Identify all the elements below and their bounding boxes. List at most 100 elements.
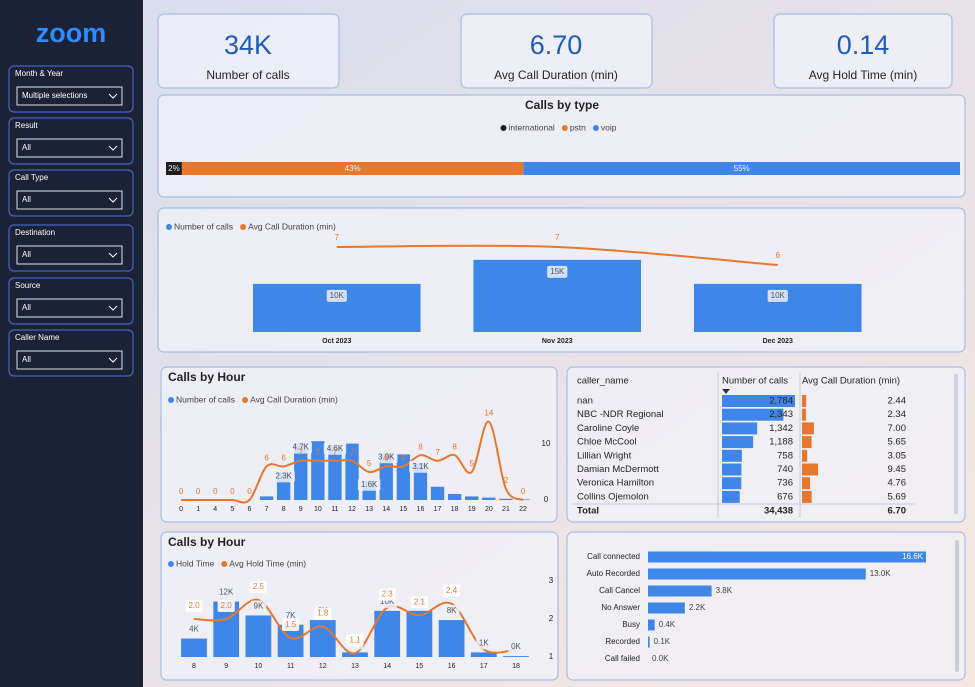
dropdown-value: All (22, 195, 31, 204)
chevron (108, 93, 118, 99)
bar (342, 652, 368, 657)
label-box (326, 289, 347, 302)
legend-label: Avg Hold Time (min) (229, 558, 306, 568)
data-bar (802, 436, 812, 449)
x-tick-label: 13 (351, 663, 359, 670)
data-label: 2.4 (446, 586, 458, 595)
sort-icon[interactable] (722, 389, 730, 394)
dropdown[interactable] (16, 138, 123, 158)
filter-card (8, 169, 134, 217)
data-label: 0 (521, 487, 526, 496)
x-tick-label: 20 (485, 506, 493, 513)
line (336, 244, 778, 266)
bar-segment (523, 162, 960, 175)
dropdown-value: Multiple selections (22, 91, 87, 100)
x-tick-label: Oct 2023 (322, 338, 351, 345)
data-bar (722, 490, 740, 503)
data-label: 4K (189, 625, 199, 634)
legend-label: Avg Call Duration (min) (248, 221, 336, 231)
data-label: 2% (168, 164, 180, 173)
data-label: 6 (401, 454, 406, 463)
scrollbar[interactable] (955, 540, 959, 672)
y2-tick-label: 2 (549, 614, 554, 623)
x-tick-label: 17 (480, 663, 488, 670)
data-label: 7 (316, 448, 321, 457)
x-tick-label: 19 (468, 506, 476, 513)
x-tick-label: 8 (282, 506, 286, 513)
bar (482, 497, 496, 500)
bar-segment (166, 162, 182, 175)
dropdown-value: All (22, 355, 31, 364)
bar-segment (181, 162, 524, 175)
legend-label: Number of calls (176, 394, 235, 404)
data-label: 10K (380, 597, 395, 606)
label-box (289, 441, 312, 454)
cell: Collins Ojemolon (577, 491, 649, 502)
x-tick-label: 14 (383, 663, 391, 670)
data-bar (802, 463, 819, 476)
data-label: 16.6K (902, 552, 924, 561)
data-label: 2.1 (414, 597, 426, 606)
data-label: 0K (511, 642, 521, 651)
total-cell: 34,438 (764, 506, 793, 517)
filter-card (8, 65, 134, 113)
y-tick-label: Recorded (605, 637, 640, 646)
label-box (185, 600, 203, 612)
cell: Damian McDermott (577, 464, 659, 475)
dropdown[interactable] (16, 86, 123, 106)
dropdown[interactable] (16, 190, 123, 210)
data-label: 10K (330, 291, 345, 300)
legend-marker (221, 561, 228, 567)
legend-label: international (509, 122, 555, 132)
chevron (108, 145, 118, 151)
dropdown[interactable] (16, 245, 123, 265)
total-label: Total (577, 506, 599, 517)
x-tick-label: 13 (365, 506, 373, 513)
label-box (282, 619, 300, 631)
chart-title: Calls by Hour (168, 370, 246, 384)
data-label: 0 (230, 487, 235, 496)
data-label: 13.0K (870, 569, 892, 578)
label-box (409, 460, 432, 473)
x-tick-label: 16 (417, 506, 425, 513)
bar (345, 443, 359, 500)
legend-marker (592, 125, 599, 131)
x-tick-label: 8 (192, 663, 196, 670)
card (157, 13, 340, 89)
bar (379, 453, 393, 500)
legend-marker (240, 224, 247, 230)
data-label: 3.1K (412, 462, 429, 471)
y2-tick-label: 3 (549, 576, 554, 585)
scrollbar[interactable] (954, 374, 958, 514)
x-tick-label: 6 (247, 506, 251, 513)
data-label: 6 (384, 454, 389, 463)
data-label: 8 (452, 442, 457, 451)
y-tick-label: Call failed (605, 654, 640, 663)
card-label: Number of calls (206, 68, 289, 82)
bar (648, 619, 655, 631)
bar (311, 441, 325, 500)
x-tick-label: 0 (179, 506, 183, 513)
bar (470, 652, 497, 657)
legend: Number of calls Avg Call Duration (min) (168, 394, 338, 404)
data-label: 55% (734, 164, 750, 173)
filter-label: Caller Name (15, 333, 60, 342)
cell: 1,342 (769, 423, 793, 434)
x-tick-label: 11 (287, 663, 294, 670)
bar (181, 638, 207, 657)
y2-tick-label: 0 (544, 495, 549, 504)
label-box (443, 605, 460, 618)
data-label: 2.3K (275, 472, 292, 481)
data-label: 7 (555, 233, 560, 242)
data-bar (722, 449, 742, 462)
data-label: 2 (504, 476, 509, 485)
dropdown[interactable] (16, 350, 123, 370)
dropdown[interactable] (16, 298, 123, 318)
bar (259, 496, 274, 500)
bar (447, 494, 462, 500)
data-label: 4.6K (327, 444, 344, 453)
cell: Veronica Hamilton (577, 478, 654, 489)
data-label: 8K (447, 606, 457, 615)
y2-tick-label: 10 (542, 439, 551, 448)
label-box (443, 584, 461, 597)
